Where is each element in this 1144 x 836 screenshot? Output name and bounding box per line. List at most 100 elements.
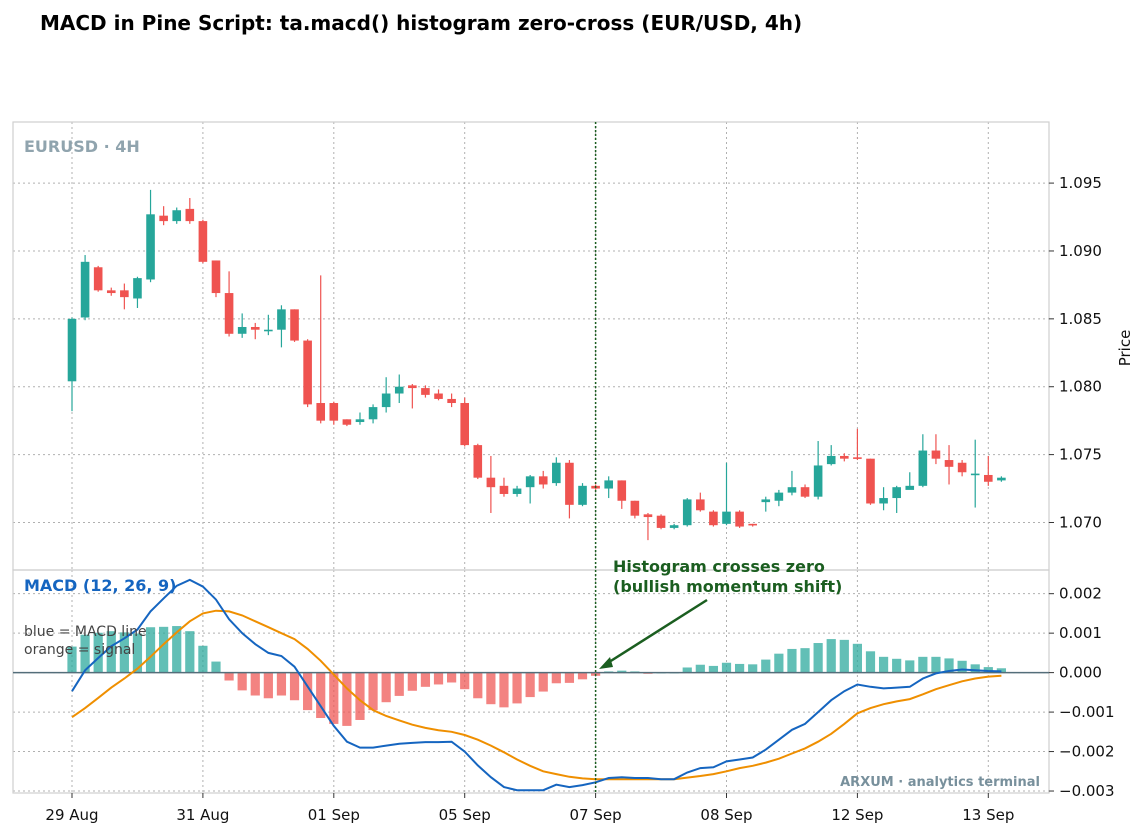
candle-down (853, 428, 862, 461)
histogram-bar-negative (342, 672, 352, 726)
candle-body (486, 477, 496, 488)
candle-body (434, 393, 443, 399)
candle-body (696, 499, 705, 511)
histogram-bar-positive (983, 667, 993, 673)
candle-body (93, 267, 103, 291)
histogram-bar-negative (420, 672, 431, 687)
candle-down (342, 419, 352, 427)
candle-body (578, 485, 587, 505)
candle-body (866, 458, 875, 504)
histogram-bar-negative (564, 672, 575, 683)
histogram-bar-positive (944, 658, 954, 673)
candle-up (682, 498, 692, 527)
candle-up (133, 276, 142, 308)
candle-body (80, 261, 90, 318)
histogram-bar-positive (892, 658, 902, 673)
candle-up (552, 457, 561, 486)
candle-body (931, 450, 941, 459)
candle-up (355, 412, 365, 425)
x-tick-label: 07 Sep (570, 806, 622, 824)
histogram-bar-negative (577, 672, 588, 680)
histogram-bar-negative (447, 672, 457, 683)
candle-down (198, 219, 208, 264)
candle-up (970, 439, 980, 508)
candle-down (250, 322, 260, 340)
candle-body (211, 260, 221, 294)
x-tick-label: 13 Sep (962, 806, 1014, 824)
annotation-subtitle: (bullish momentum shift) (613, 577, 842, 596)
x-tick-label: 12 Sep (831, 806, 883, 824)
candle-body (853, 457, 862, 459)
candle-down (538, 470, 548, 489)
macd-tick-label: 0.000 (1059, 664, 1102, 682)
histogram-bar-positive (970, 664, 980, 673)
histogram-bar-negative (381, 672, 391, 703)
candlestick-series (67, 189, 1006, 541)
candle-body (198, 221, 208, 262)
histogram-bar-positive (198, 645, 208, 673)
macd-tick-label: −0.001 (1059, 703, 1115, 721)
candle-body (565, 462, 574, 505)
candle-body (329, 403, 339, 421)
candle-body (656, 515, 666, 528)
candle-body (303, 340, 312, 405)
candle-up (905, 472, 915, 490)
histogram-bar-positive (80, 634, 90, 673)
price-tick-label: 1.080 (1059, 378, 1102, 396)
candle-down (316, 275, 326, 424)
candle-down (565, 460, 574, 519)
candle-body (918, 450, 928, 486)
macd-panel-frame (12, 569, 1050, 794)
candle-down (434, 389, 443, 401)
histogram-bar-negative (525, 672, 535, 698)
candle-body (264, 329, 273, 332)
candle-body (552, 462, 561, 484)
price-tick-label: 1.090 (1059, 242, 1102, 260)
candle-body (381, 393, 391, 408)
x-tick-label: 29 Aug (45, 806, 98, 824)
candle-body (408, 385, 417, 389)
candle-body (826, 455, 836, 465)
candle-up (381, 377, 391, 413)
candle-up (264, 314, 273, 336)
macd-tick-label: 0.001 (1059, 624, 1102, 642)
candle-body (669, 525, 679, 528)
candle-down (93, 265, 103, 292)
macd-tick-label: −0.002 (1059, 743, 1115, 761)
candle-up (787, 470, 797, 496)
candle-body (185, 208, 195, 222)
candle-body (997, 477, 1006, 481)
histogram-bar-positive (132, 633, 143, 673)
candle-body (538, 476, 548, 485)
candle-down (447, 393, 456, 408)
candle-body (237, 326, 247, 334)
histogram-bar-positive (761, 659, 771, 673)
candle-up (394, 374, 404, 404)
candle-down (290, 309, 299, 342)
candle-down (840, 453, 849, 462)
histogram-bar-negative (224, 672, 234, 681)
candle-body (460, 403, 469, 446)
histogram-bar-negative (394, 672, 404, 696)
candle-down (499, 477, 509, 497)
x-tick-label: 05 Sep (439, 806, 491, 824)
candle-body (630, 500, 640, 516)
histogram-bar-positive (800, 648, 810, 673)
price-axis-label: Price (1116, 330, 1134, 367)
candle-down (643, 512, 653, 541)
candle-up (774, 489, 784, 507)
candle-body (447, 398, 456, 404)
candle-up (892, 485, 901, 513)
candle-up (237, 313, 247, 338)
candle-up (172, 207, 182, 224)
histogram-bar-positive (67, 646, 77, 673)
candle-body (984, 474, 993, 482)
candle-body (67, 318, 77, 382)
candle-body (525, 476, 535, 488)
candle-body (722, 511, 731, 524)
candle-body (277, 309, 286, 330)
candle-body (106, 290, 116, 294)
candle-body (499, 485, 509, 494)
candle-down (800, 484, 810, 499)
candle-down (211, 260, 221, 298)
